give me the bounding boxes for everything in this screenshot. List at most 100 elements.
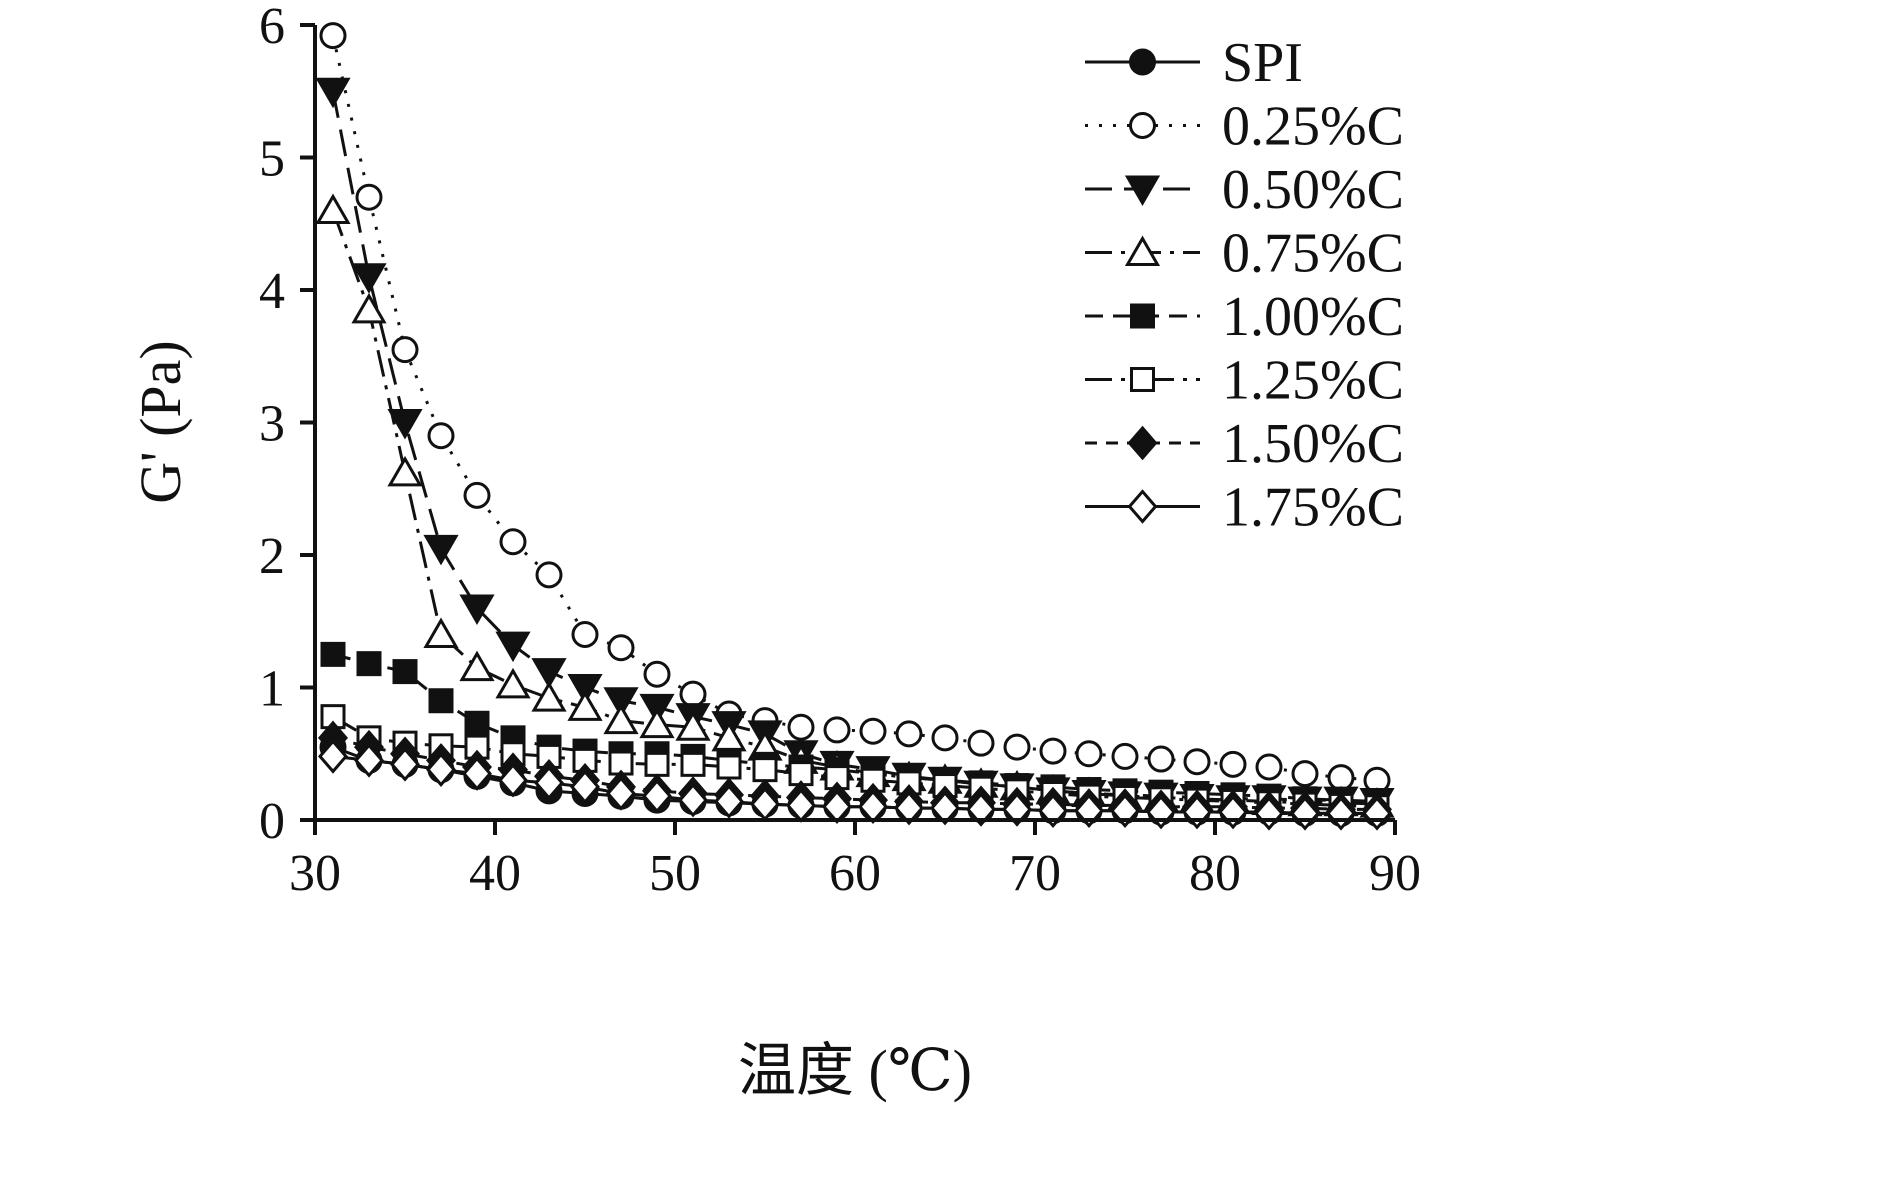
series-marker-circle-open	[355, 183, 383, 211]
series-marker-triangle-down-filled	[459, 594, 495, 626]
axes: 30 40 50 60 70 80 90 0 1 2 3 4 5 6	[259, 0, 1421, 902]
series-marker-triangle-up-open	[567, 690, 603, 721]
series-marker-circle-open	[607, 634, 635, 662]
series-marker-triangle-up-open	[351, 292, 387, 324]
y-tick-label: 2	[259, 528, 285, 585]
legend-item-1.50%C: 1.50%C	[1085, 413, 1404, 475]
y-tick-label: 6	[259, 0, 285, 55]
series-marker-diamond-open	[642, 778, 672, 814]
series-marker-triangle-down-filled	[603, 687, 639, 718]
y-tick-label: 3	[259, 396, 285, 453]
legend-label: 0.25%C	[1222, 96, 1404, 158]
legend-label: 1.00%C	[1222, 286, 1404, 348]
legend-label: SPI	[1222, 32, 1303, 94]
series-marker-diamond-open	[390, 747, 420, 782]
series-marker-circle-open	[1255, 753, 1283, 781]
series-marker-circle-open	[571, 621, 599, 648]
series-marker-triangle-down-filled	[315, 77, 351, 109]
y-tick-label: 0	[259, 793, 285, 850]
series-marker-triangle-down-filled	[423, 534, 459, 566]
series-marker-square-filled	[356, 651, 382, 677]
x-tick-label: 50	[649, 845, 701, 902]
x-tick-label: 40	[469, 845, 521, 902]
series-marker-circle-open	[319, 22, 347, 50]
series-marker-diamond-open	[966, 792, 996, 827]
series-marker-square-open	[752, 757, 778, 783]
series-marker-circle-open	[1039, 737, 1067, 765]
series-marker-triangle-up-open	[675, 710, 711, 741]
series-marker-triangle-down-filled	[531, 658, 567, 689]
series-0.25%C	[319, 22, 1391, 794]
series-marker-square-filled	[1130, 303, 1155, 329]
series-marker-square-filled	[428, 688, 454, 714]
x-tick-label: 90	[1369, 845, 1421, 902]
plot-area	[315, 22, 1395, 831]
series-marker-square-filled	[320, 641, 346, 667]
legend-item-1.75%C: 1.75%C	[1085, 477, 1404, 539]
series-marker-square-open	[716, 754, 742, 780]
series-marker-circle-open	[967, 729, 995, 757]
series-marker-triangle-up-open	[495, 667, 531, 699]
series-1.75%C	[318, 739, 1392, 831]
series-marker-circle-open	[787, 713, 815, 741]
legend-item-1.25%C: 1.25%C	[1085, 350, 1404, 412]
series-marker-triangle-down-filled	[387, 409, 423, 440]
series-marker-diamond-open	[354, 743, 384, 778]
series-marker-diamond-open	[678, 782, 708, 818]
series-marker-triangle-down-filled	[1124, 175, 1161, 207]
x-tick-label: 70	[1009, 845, 1061, 902]
series-marker-triangle-up-open	[315, 193, 351, 224]
series-marker-triangle-down-filled	[567, 674, 603, 705]
series-line-0.75%C	[331, 209, 1378, 806]
series-marker-diamond-open	[1127, 489, 1158, 524]
series-marker-circle-open	[1183, 748, 1211, 776]
series-marker-diamond-open	[714, 784, 744, 819]
series-marker-diamond-open	[426, 752, 456, 787]
series-marker-diamond-open	[570, 769, 600, 805]
series-marker-diamond-open	[606, 776, 636, 811]
series-marker-square-open	[1130, 367, 1155, 392]
series-line-0.25%C	[331, 35, 1378, 782]
series-marker-circle-open	[1003, 733, 1031, 761]
series-marker-triangle-up-open	[639, 707, 675, 739]
y-tick-label: 1	[259, 661, 285, 718]
legend-item-1.00%C: 1.00%C	[1085, 286, 1404, 348]
series-marker-diamond-open	[534, 765, 564, 801]
legend-item-0.50%C: 0.50%C	[1085, 159, 1404, 221]
series-marker-triangle-up-open	[603, 703, 639, 735]
legend-item-0.75%C: 0.75%C	[1085, 223, 1404, 285]
series-marker-circle-open	[535, 561, 563, 589]
series-line-0.50%C	[331, 90, 1378, 803]
y-tick-label: 4	[259, 263, 285, 320]
series-marker-diamond-open	[498, 762, 528, 798]
series-marker-square-open	[680, 751, 706, 777]
series-marker-diamond-open	[1002, 792, 1032, 827]
series-line-1.00%C	[332, 652, 1378, 805]
series-marker-circle-open	[679, 680, 707, 708]
y-tick-label: 5	[259, 131, 285, 188]
series-marker-circle-open	[643, 660, 671, 688]
series-marker-square-filled	[392, 659, 418, 685]
series-marker-triangle-down-filled	[351, 263, 387, 294]
series-marker-circle-open	[859, 717, 887, 745]
series-marker-diamond-open	[894, 790, 924, 826]
x-axis-title: 温度 (℃)	[738, 1038, 972, 1103]
series-marker-triangle-up-open	[423, 617, 459, 648]
series-marker-circle-open	[931, 724, 959, 752]
series-marker-diamond-open	[462, 756, 492, 791]
series-marker-triangle-up-open	[387, 455, 423, 487]
series-marker-circle-open	[463, 481, 491, 509]
legend-label: 1.50%C	[1222, 413, 1404, 475]
series-marker-circle-open	[895, 720, 923, 748]
series-marker-circle-open	[1291, 760, 1319, 788]
series-marker-circle-open	[499, 528, 527, 556]
series-marker-circle-open	[427, 422, 455, 450]
series-marker-circle-open	[1075, 740, 1103, 768]
series-marker-square-open	[644, 751, 670, 777]
series-marker-diamond-open	[318, 739, 348, 774]
y-axis-title: G' (Pa)	[128, 340, 193, 503]
series-marker-diamond-open	[930, 790, 960, 826]
series-marker-triangle-up-open	[1124, 235, 1161, 266]
series-marker-square-filled	[464, 710, 490, 736]
